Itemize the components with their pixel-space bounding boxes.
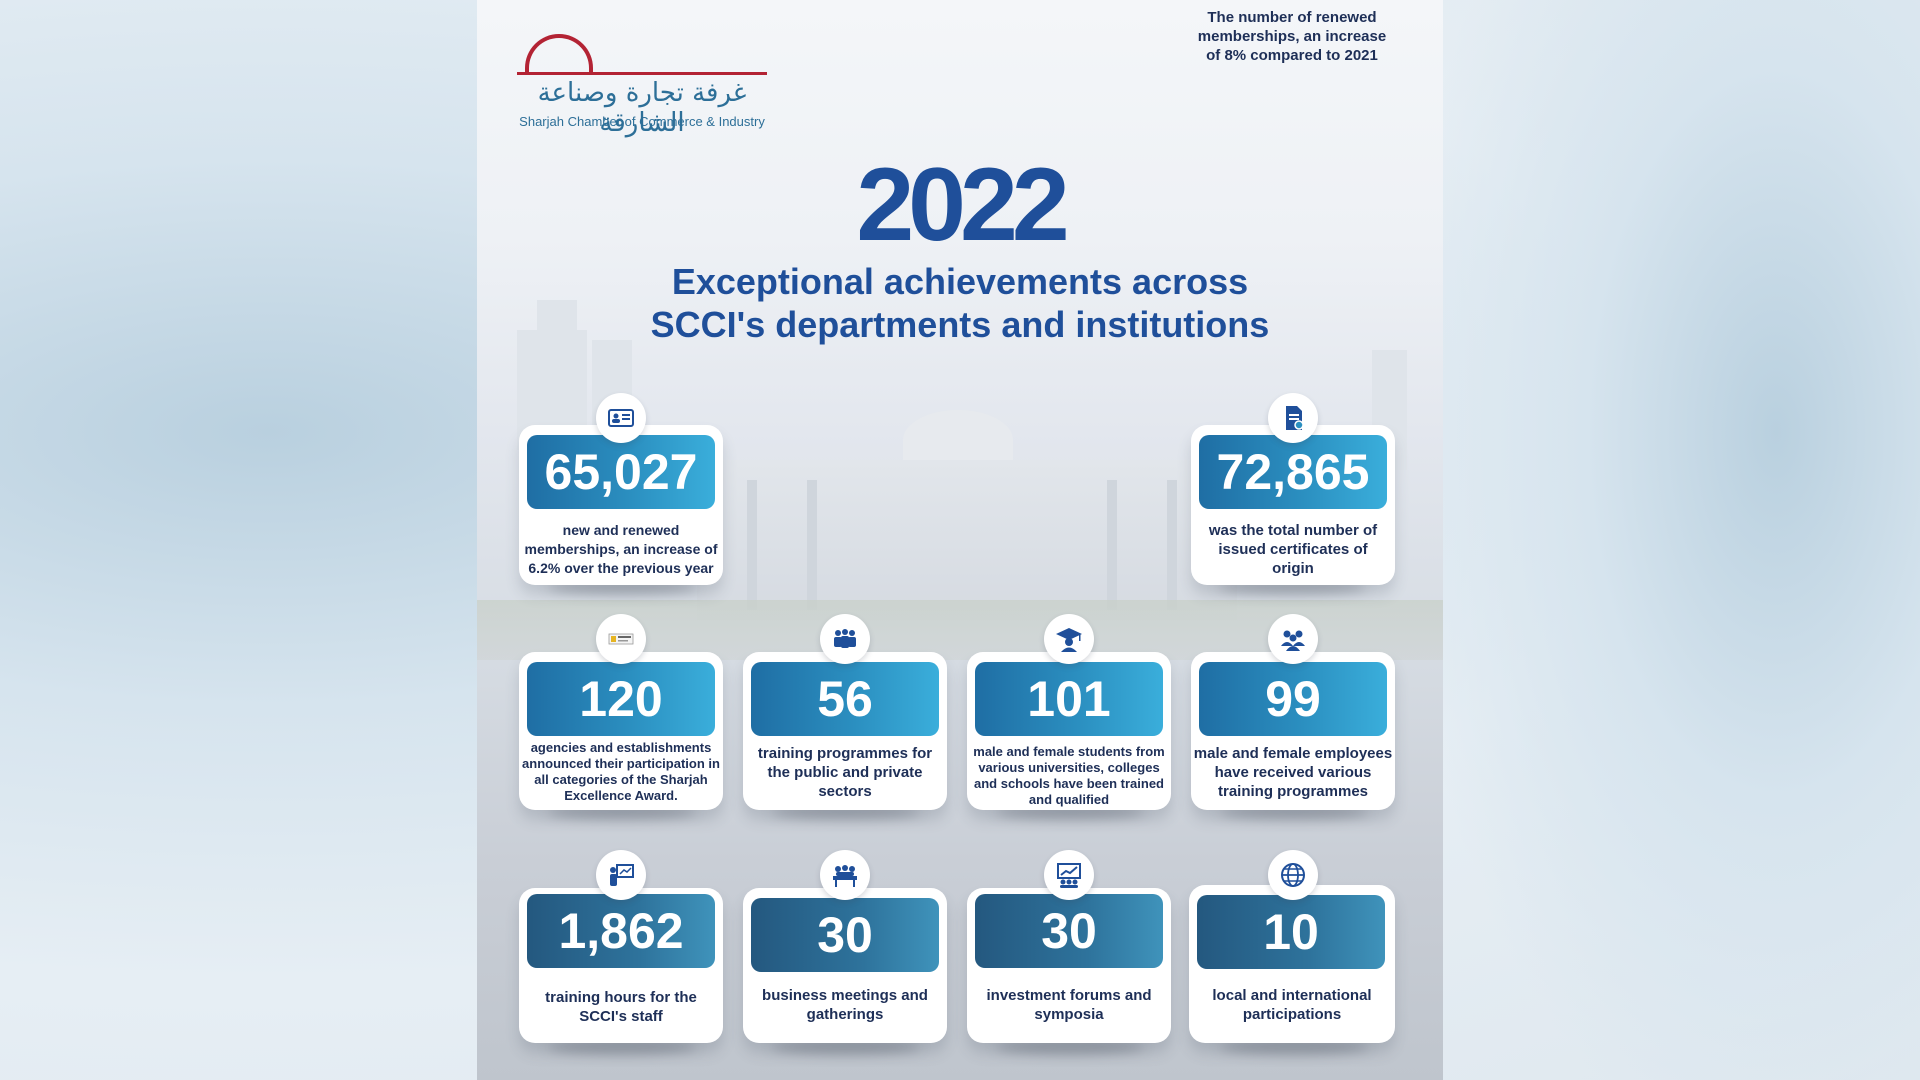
card-shadow: [995, 1040, 1145, 1054]
card-shadow: [547, 1040, 697, 1054]
stat-description: male and female employees have received …: [1193, 745, 1393, 800]
headline: Exceptional achievements across SCCI's d…: [477, 260, 1443, 346]
background-building: [537, 300, 577, 340]
stat-value: 56: [751, 662, 939, 736]
stat-description: business meetings and gatherings: [762, 987, 928, 1023]
meeting-table-icon: [820, 850, 870, 900]
headline-line-2: SCCI's departments and institutions: [650, 304, 1270, 345]
background-column: [807, 480, 817, 610]
infographic-poster: غرفة تجارة وصناعة الشارقة Sharjah Chambe…: [477, 0, 1443, 1080]
stat-description: training hours for the SCCI's staff: [545, 989, 697, 1025]
stat-description: local and international participations: [1212, 987, 1372, 1023]
globe-icon: [1268, 850, 1318, 900]
renewed-memberships-note: The number of renewed memberships, an in…: [1197, 9, 1387, 64]
headline-line-1: Exceptional achievements across: [671, 261, 1249, 302]
stat-card-excellence-award: 120 agencies and establishments announce…: [519, 652, 723, 810]
card-shadow: [771, 1040, 921, 1054]
stat-value: 30: [975, 894, 1163, 968]
graduate-cap-icon: [1044, 614, 1094, 664]
certificate-document-icon: [1268, 393, 1318, 443]
stat-card-business-meetings: 30 business meetings and gatherings: [743, 888, 947, 1043]
year-title: 2022: [856, 147, 1069, 263]
stat-value: 72,865: [1199, 435, 1387, 509]
background-right-glow: [1440, 0, 1920, 1080]
stat-card-employees: 99 male and female employees have receiv…: [1191, 652, 1395, 810]
stat-card-training-hours: 1,862 training hours for the SCCI's staf…: [519, 888, 723, 1043]
stat-description: male and female students from various un…: [973, 744, 1165, 807]
stat-card-certificates: 72,865 was the total number of issued ce…: [1191, 425, 1395, 585]
stat-card-students: 101 male and female students from variou…: [967, 652, 1171, 810]
stat-description: agencies and establishments announced th…: [522, 740, 720, 803]
id-card-icon: [596, 393, 646, 443]
background-column: [1107, 480, 1117, 610]
scci-logo: غرفة تجارة وصناعة الشارقة Sharjah Chambe…: [517, 34, 777, 138]
logo-english-name: Sharjah Chamber of Commerce & Industry: [519, 114, 765, 129]
growth-chart-icon: [1044, 850, 1094, 900]
background-building: [697, 460, 1237, 620]
background-column: [747, 480, 757, 610]
stat-value: 99: [1199, 662, 1387, 736]
stat-value: 10: [1197, 895, 1385, 969]
stat-value: 65,027: [527, 435, 715, 509]
stat-description: training programmes for the public and p…: [757, 745, 933, 800]
stat-card-memberships: 65,027 new and renewed memberships, an i…: [519, 425, 723, 585]
stat-card-training-programmes: 56 training programmes for the public an…: [743, 652, 947, 810]
logo-underline: [517, 72, 767, 75]
excellence-award-logo-icon: [596, 614, 646, 664]
stat-description: new and renewed memberships, an increase…: [524, 522, 718, 576]
employees-group-icon: [1268, 614, 1318, 664]
logo-arabic-name: غرفة تجارة وصناعة الشارقة: [537, 78, 747, 138]
stat-description: was the total number of issued certifica…: [1208, 522, 1378, 577]
stat-value: 30: [751, 898, 939, 972]
stat-value: 120: [527, 662, 715, 736]
stat-card-investment-forums: 30 investment forums and symposia: [967, 888, 1171, 1043]
card-shadow: [1219, 1040, 1369, 1054]
presentation-board-icon: [596, 850, 646, 900]
group-training-icon: [820, 614, 870, 664]
stat-card-participations: 10 local and international participation…: [1189, 885, 1395, 1043]
logo-dome-mark: [525, 34, 593, 74]
stat-description: investment forums and symposia: [986, 987, 1152, 1023]
stat-value: 101: [975, 662, 1163, 736]
stat-value: 1,862: [527, 894, 715, 968]
background-column: [1167, 480, 1177, 610]
